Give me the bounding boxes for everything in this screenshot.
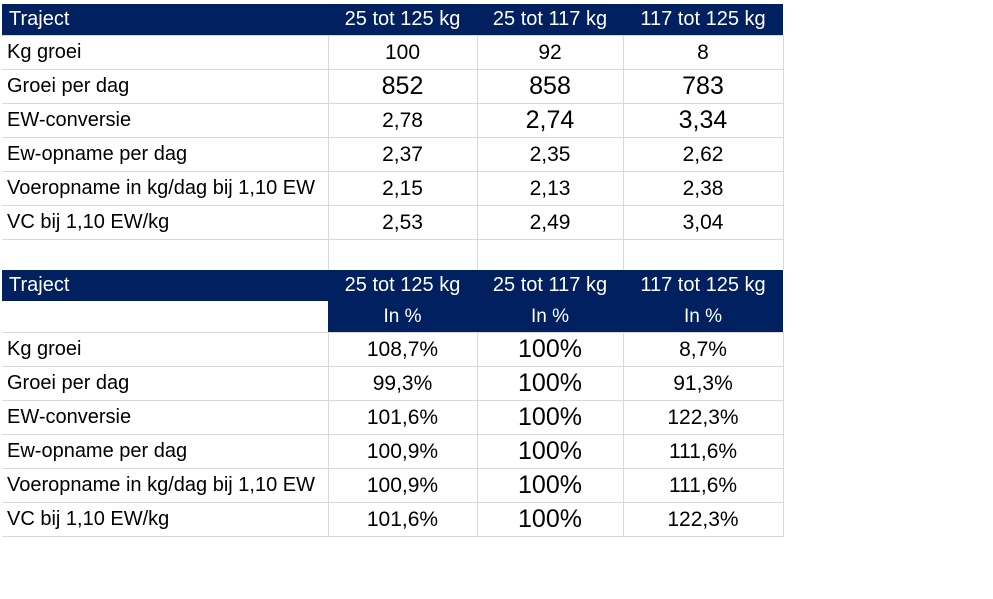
table-row: EW-conversie 2,78 2,74 3,34 <box>2 103 784 138</box>
value-cell[interactable]: 101,6% <box>327 502 478 537</box>
row-label-groei-per-dag[interactable]: Groei per dag <box>2 69 329 104</box>
table1-header-25-125[interactable]: 25 tot 125 kg <box>328 4 477 36</box>
table-row: VC bij 1,10 EW/kg 101,6% 100% 122,3% <box>2 502 784 537</box>
value-cell[interactable]: 100% <box>476 434 624 469</box>
value-cell[interactable]: 100% <box>476 332 624 367</box>
value-cell[interactable]: 91,3% <box>622 366 784 401</box>
value-cell[interactable]: 2,35 <box>476 137 624 172</box>
value-cell[interactable]: 99,3% <box>327 366 478 401</box>
table2-header-25-125[interactable]: 25 tot 125 kg <box>328 270 477 301</box>
table-absolute-values: Traject 25 tot 125 kg 25 tot 117 kg 117 … <box>2 4 784 270</box>
value-cell[interactable]: 2,62 <box>622 137 784 172</box>
value-cell[interactable]: 111,6% <box>622 434 784 469</box>
row-label-vc[interactable]: VC bij 1,10 EW/kg <box>2 205 329 240</box>
empty-cell[interactable] <box>2 301 328 333</box>
value-cell[interactable]: 122,3% <box>622 400 784 435</box>
value-cell[interactable]: 101,6% <box>327 400 478 435</box>
table2-subheader-row: In % In % In % <box>2 301 783 333</box>
table-row: Kg groei 100 92 8 <box>2 35 784 70</box>
value-cell[interactable]: 111,6% <box>622 468 784 503</box>
table1-header-117-125[interactable]: 117 tot 125 kg <box>623 4 783 36</box>
value-cell[interactable]: 2,15 <box>327 171 478 206</box>
row-label-groei-per-dag[interactable]: Groei per dag <box>2 366 329 401</box>
row-label-ew-conversie[interactable]: EW-conversie <box>2 400 329 435</box>
value-cell[interactable]: 783 <box>622 69 784 104</box>
table-row: Ew-opname per dag 2,37 2,35 2,62 <box>2 137 784 172</box>
table-row: Voeropname in kg/dag bij 1,10 EW 100,9% … <box>2 468 784 503</box>
table2-header-row: Traject 25 tot 125 kg 25 tot 117 kg 117 … <box>2 270 783 301</box>
table2-header-117-125[interactable]: 117 tot 125 kg <box>623 270 783 301</box>
subheader-in-percent[interactable]: In % <box>328 301 477 333</box>
row-label-kg-groei[interactable]: Kg groei <box>2 35 329 70</box>
value-cell[interactable]: 2,37 <box>327 137 478 172</box>
value-cell[interactable]: 100,9% <box>327 434 478 469</box>
row-label-kg-groei[interactable]: Kg groei <box>2 332 329 367</box>
value-cell[interactable]: 3,04 <box>622 205 784 240</box>
row-label-ew-opname[interactable]: Ew-opname per dag <box>2 434 329 469</box>
value-cell[interactable]: 122,3% <box>622 502 784 537</box>
value-cell[interactable]: 100 <box>327 35 478 70</box>
empty-cell[interactable] <box>327 239 478 270</box>
spreadsheet-area: Traject 25 tot 125 kg 25 tot 117 kg 117 … <box>2 4 784 537</box>
value-cell[interactable]: 2,74 <box>476 103 624 138</box>
table-row: VC bij 1,10 EW/kg 2,53 2,49 3,04 <box>2 205 784 240</box>
value-cell[interactable]: 2,38 <box>622 171 784 206</box>
table1-header-row: Traject 25 tot 125 kg 25 tot 117 kg 117 … <box>2 4 783 36</box>
row-label-vc[interactable]: VC bij 1,10 EW/kg <box>2 502 329 537</box>
value-cell[interactable]: 2,13 <box>476 171 624 206</box>
table-row: Kg groei 108,7% 100% 8,7% <box>2 332 784 367</box>
empty-cell[interactable] <box>622 239 784 270</box>
table-row: EW-conversie 101,6% 100% 122,3% <box>2 400 784 435</box>
value-cell[interactable]: 108,7% <box>327 332 478 367</box>
empty-spacer-row <box>2 239 784 270</box>
value-cell[interactable]: 8 <box>622 35 784 70</box>
row-label-ew-opname[interactable]: Ew-opname per dag <box>2 137 329 172</box>
value-cell[interactable]: 100% <box>476 400 624 435</box>
table1-header-traject[interactable]: Traject <box>2 4 328 36</box>
table-row: Groei per dag 852 858 783 <box>2 69 784 104</box>
empty-cell[interactable] <box>2 239 329 270</box>
table2-header-25-117[interactable]: 25 tot 117 kg <box>477 270 623 301</box>
subheader-in-percent[interactable]: In % <box>623 301 783 333</box>
value-cell[interactable]: 858 <box>476 69 624 104</box>
table-row: Ew-opname per dag 100,9% 100% 111,6% <box>2 434 784 469</box>
value-cell[interactable]: 100% <box>476 468 624 503</box>
row-label-voeropname[interactable]: Voeropname in kg/dag bij 1,10 EW <box>2 171 329 206</box>
value-cell[interactable]: 3,34 <box>622 103 784 138</box>
value-cell[interactable]: 2,53 <box>327 205 478 240</box>
table2-header-traject[interactable]: Traject <box>2 270 328 301</box>
value-cell[interactable]: 2,49 <box>476 205 624 240</box>
value-cell[interactable]: 8,7% <box>622 332 784 367</box>
value-cell[interactable]: 100% <box>476 502 624 537</box>
value-cell[interactable]: 100,9% <box>327 468 478 503</box>
value-cell[interactable]: 100% <box>476 366 624 401</box>
value-cell[interactable]: 2,78 <box>327 103 478 138</box>
table-percentages: Traject 25 tot 125 kg 25 tot 117 kg 117 … <box>2 270 784 537</box>
value-cell[interactable]: 852 <box>327 69 478 104</box>
subheader-in-percent[interactable]: In % <box>477 301 623 333</box>
table-row: Voeropname in kg/dag bij 1,10 EW 2,15 2,… <box>2 171 784 206</box>
value-cell[interactable]: 92 <box>476 35 624 70</box>
table-row: Groei per dag 99,3% 100% 91,3% <box>2 366 784 401</box>
row-label-ew-conversie[interactable]: EW-conversie <box>2 103 329 138</box>
row-label-voeropname[interactable]: Voeropname in kg/dag bij 1,10 EW <box>2 468 329 503</box>
empty-cell[interactable] <box>476 239 624 270</box>
table1-header-25-117[interactable]: 25 tot 117 kg <box>477 4 623 36</box>
